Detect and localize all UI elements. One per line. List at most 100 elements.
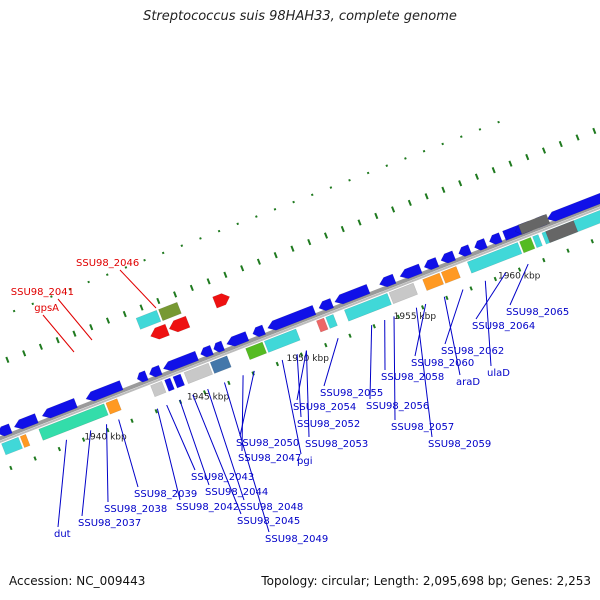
accession-text: Accession: NC_009443 [9,574,146,588]
gene-outer-red-3-shape [212,293,230,309]
tick-mark [106,427,110,433]
gene-label: pgi [297,456,312,467]
gene-lower-19-shape [532,234,543,249]
tick-mark [38,343,43,350]
gene-upper-1 [13,413,39,430]
tick-mark [542,257,546,263]
tick-mark [575,134,580,141]
gene-label: dut [54,529,71,540]
gene-upper-20-shape [489,232,503,245]
leader-line [323,338,339,387]
gene-lower-10-shape [263,328,301,353]
tick-mark [199,237,202,240]
tick-mark [292,200,295,204]
gene-upper-17-shape [440,250,457,264]
tick-mark [139,304,144,311]
gene-lower-12 [325,314,338,329]
gene-lower-14-shape [388,282,418,305]
tick-mark [275,361,280,367]
gene-outer-red-2 [168,315,191,333]
tick-mark [105,317,111,324]
gene-lower-15-shape [422,272,445,291]
tick-mark [329,186,333,189]
gene-upper-5-shape [148,364,163,378]
tick-mark [256,258,261,265]
tick-mark [592,127,597,135]
leader-line [57,439,67,528]
tick-mark [87,280,90,284]
tick-mark [372,324,376,329]
gene-upper-13-shape [334,283,371,305]
gene-label: SSU98_2064 [472,321,535,332]
tick-mark [517,267,522,272]
gene-label: SSU98_2043 [191,472,254,483]
gene-lower-1 [19,433,31,448]
gene-upper-11-shape [267,304,317,331]
gene-label: SSU98_2062 [441,346,504,357]
gene-lower-11 [316,317,329,333]
gene-label: SSU98_2056 [366,401,429,412]
leader-line [223,382,270,533]
tick-mark [348,333,352,338]
tick-mark [72,330,77,337]
gene-label-red: SSU98_2041 [11,287,74,298]
tick-mark [340,225,345,233]
scale-labels: 1940 kbp 1945 kbp 1950 kbp 1955 kbp 1960 kbp [84,271,540,442]
gene-upper-11 [267,304,317,331]
leader-line-red [42,314,75,353]
leader-line [241,375,244,452]
tick-mark [33,456,37,461]
gene-upper-13 [334,283,371,305]
gene-outer-red-2-shape [168,315,191,333]
tick-mark [57,446,62,452]
tick-mark [441,186,446,193]
tick-mark [357,219,362,226]
gene-lower-3-shape [105,398,122,415]
tick-mark [105,273,109,277]
gene-label: SSU98_2042 [176,502,239,513]
tick-mark [180,244,184,247]
gene-label: SSU98_2050 [236,438,299,449]
tick-mark [458,180,463,187]
tick-mark [290,245,295,252]
tick-mark [273,252,278,259]
leader-line [239,370,255,437]
leader-line-red [119,269,157,309]
gene-upper-7 [200,344,214,358]
scale-label: 1955 kbp [394,312,437,322]
gene-lower-14 [388,282,418,305]
gene-lower-13 [343,292,392,322]
gene-upper-8-shape [213,340,226,353]
gene-upper-16-shape [423,256,440,270]
tick-mark [240,265,245,272]
gene-lower-9 [245,341,268,361]
gene-label: SSU98_2060 [411,358,474,369]
tick-mark [497,120,500,124]
gene-labels: dut SSU98_2037 SSU98_2038 SSU98_2039 SSU98_2… [11,258,569,545]
tick-mark [310,193,314,197]
gene-upper-6 [162,350,199,372]
tick-mark [130,418,134,423]
tick-mark [143,258,146,262]
tick-mark [422,149,426,153]
gene-upper-19-shape [474,238,488,251]
leader-line [179,399,210,486]
gene-lower-8 [209,355,232,374]
gene-outer-cyan [135,309,162,330]
leader-line [369,325,373,400]
gene-upper-0-shape [0,423,13,437]
gene-label: SSU98_2047 [238,453,301,464]
gene-lower-13-shape [343,292,392,322]
gene-lower-18-shape [519,237,536,254]
tick-mark [55,337,60,344]
gene-lower-16 [440,266,461,284]
gene-upper-2 [41,397,78,419]
gene-upper-14 [379,273,397,288]
tick-mark [324,342,328,348]
gene-lower-5 [164,377,175,392]
tick-mark [404,157,407,160]
gene-lower-6 [172,373,186,389]
gene-upper-15-shape [399,263,423,279]
gene-upper-12-shape [318,298,335,312]
tick-mark [421,305,425,310]
